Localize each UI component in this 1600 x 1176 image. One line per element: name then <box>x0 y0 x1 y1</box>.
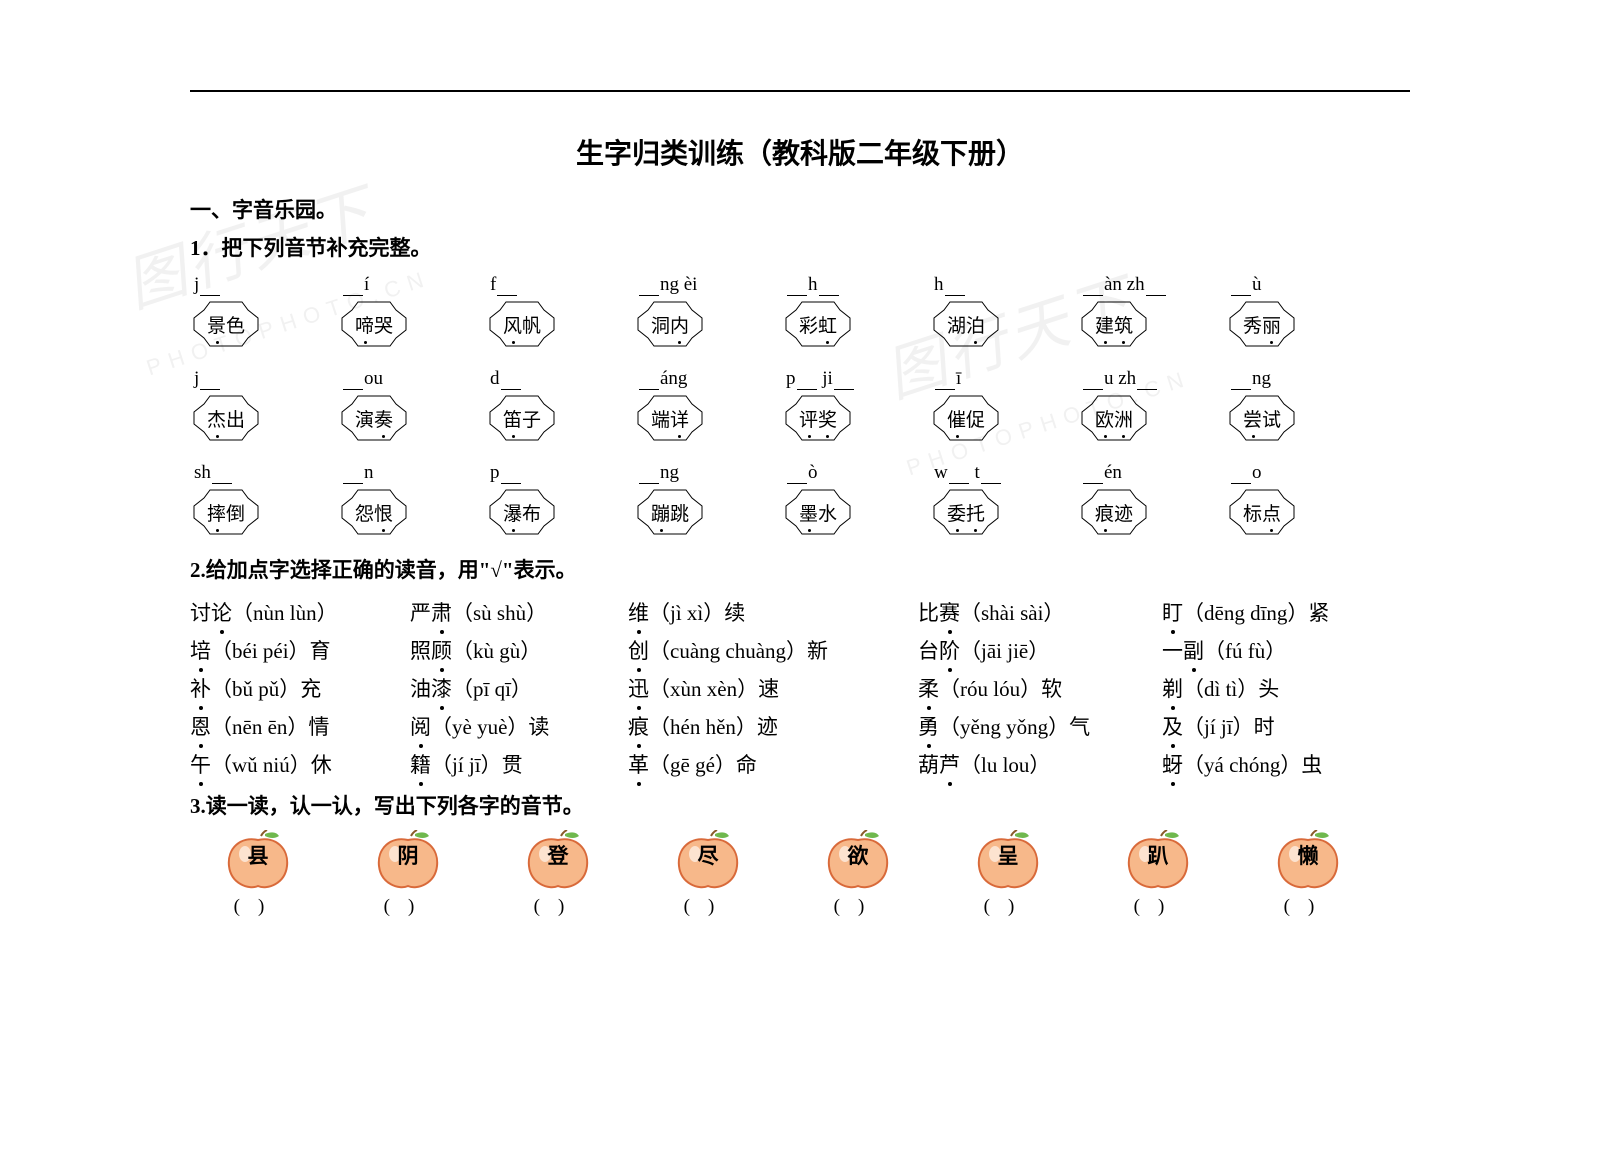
pinyin-choice-item: 培（béi péi）育 <box>190 632 410 670</box>
pinyin-choice-item: 蚜（yá chóng）虫 <box>1162 746 1406 784</box>
answer-blank: () <box>368 896 448 918</box>
apple-character: 尽() <box>668 830 748 918</box>
star-word: 风帆 <box>486 296 634 354</box>
pinyin-hint: sh <box>194 462 342 484</box>
pinyin-choice-item: 勇（yěng yǒng）气 <box>918 708 1162 746</box>
apple-character: 登() <box>518 830 598 918</box>
pinyin-choice-item: 创（cuàng chuàng）新 <box>628 632 918 670</box>
star-word: 杰出 <box>190 390 338 448</box>
pinyin-hint: ng <box>638 462 786 484</box>
page-title: 生字归类训练（教科版二年级下册） <box>190 132 1410 172</box>
star-word: 瀑布 <box>486 484 634 542</box>
pinyin-choice-item: 严肃（sù shù） <box>410 594 628 632</box>
star-word: 景色 <box>190 296 338 354</box>
pinyin-hint: ù <box>1230 274 1378 296</box>
pinyin-choice-item: 讨论（nùn lùn） <box>190 594 410 632</box>
pinyin-choice-item: 台阶（jāi jiē） <box>918 632 1162 670</box>
apple-character: 县() <box>218 830 298 918</box>
pinyin-choice-item: 一副（fú fù） <box>1162 632 1406 670</box>
apple-character: 欲() <box>818 830 898 918</box>
pinyin-choice-item: 比赛（shài sài） <box>918 594 1162 632</box>
answer-blank: () <box>668 896 748 918</box>
question-2-heading: 2.给加点字选择正确的读音，用"√"表示。 <box>190 554 1410 584</box>
star-word: 彩虹 <box>782 296 930 354</box>
pinyin-hint: f <box>490 274 638 296</box>
pinyin-choice-item: 维（jì xì）续 <box>628 594 918 632</box>
pinyin-choice-item: 剃（dì tì）头 <box>1162 670 1406 708</box>
pinyin-hint: n <box>342 462 490 484</box>
pinyin-hint: o <box>1230 462 1378 484</box>
star-word: 端详 <box>634 390 782 448</box>
star-word: 湖泊 <box>930 296 1078 354</box>
pinyin-choice-item: 葫芦（lu lou） <box>918 746 1162 784</box>
pinyin-hint: ī <box>934 368 1082 390</box>
star-word: 秀丽 <box>1226 296 1374 354</box>
pinyin-hint: w t <box>934 462 1082 484</box>
apple-row: 县() 阴() 登() 尽() 欲() 呈() 趴() 懒() <box>218 830 1410 918</box>
star-word: 委托 <box>930 484 1078 542</box>
star-word: 演奏 <box>338 390 486 448</box>
answer-blank: () <box>218 896 298 918</box>
star-word: 啼哭 <box>338 296 486 354</box>
pinyin-hint: p <box>490 462 638 484</box>
question-3-heading: 3.读一读，认一认，写出下列各字的音节。 <box>190 790 1410 820</box>
pinyin-hint: p ji <box>786 368 934 390</box>
pinyin-choice-item: 补（bǔ pǔ）充 <box>190 670 410 708</box>
star-words-block: jífng èihhàn zhù 景色 啼哭 风帆 洞内 彩虹 湖泊 建筑 秀丽… <box>190 272 1410 542</box>
answer-blank: () <box>818 896 898 918</box>
pinyin-hint: áng <box>638 368 786 390</box>
pinyin-choice-item: 照顾（kù gù） <box>410 632 628 670</box>
star-word: 摔倒 <box>190 484 338 542</box>
pinyin-hint: àn zh <box>1082 274 1230 296</box>
pinyin-hint: ng <box>1230 368 1378 390</box>
pinyin-hint: én <box>1082 462 1230 484</box>
star-word: 蹦跳 <box>634 484 782 542</box>
star-word: 洞内 <box>634 296 782 354</box>
star-word: 建筑 <box>1078 296 1226 354</box>
pinyin-choice-item: 恩（nēn ēn）情 <box>190 708 410 746</box>
answer-blank: () <box>968 896 1048 918</box>
worksheet-page: 生字归类训练（教科版二年级下册） 一、字音乐园。 1．把下列音节补充完整。 jí… <box>190 90 1410 918</box>
pinyin-hint: h <box>786 274 934 296</box>
pinyin-hint: j <box>194 368 342 390</box>
star-word: 笛子 <box>486 390 634 448</box>
apple-character: 呈() <box>968 830 1048 918</box>
answer-blank: () <box>1268 896 1348 918</box>
pinyin-choice-item: 盯（dēng dīng）紧 <box>1162 594 1406 632</box>
star-word: 欧洲 <box>1078 390 1226 448</box>
star-word: 痕迹 <box>1078 484 1226 542</box>
pinyin-choice-item: 柔（róu lóu）软 <box>918 670 1162 708</box>
pinyin-choice-block: 讨论（nùn lùn）严肃（sù shù）维（jì xì）续比赛（shài sà… <box>190 594 1410 784</box>
pinyin-hint: h <box>934 274 1082 296</box>
star-word: 怨恨 <box>338 484 486 542</box>
apple-character: 懒() <box>1268 830 1348 918</box>
pinyin-hint: ò <box>786 462 934 484</box>
pinyin-hint: d <box>490 368 638 390</box>
question-1-heading: 1．把下列音节补充完整。 <box>190 232 1410 262</box>
pinyin-hint: í <box>342 274 490 296</box>
apple-character: 阴() <box>368 830 448 918</box>
answer-blank: () <box>518 896 598 918</box>
pinyin-hint: ng èi <box>638 274 786 296</box>
apple-character: 趴() <box>1118 830 1198 918</box>
top-rule <box>190 90 1410 92</box>
star-word: 尝试 <box>1226 390 1374 448</box>
star-word: 评奖 <box>782 390 930 448</box>
pinyin-choice-item: 午（wǔ niú）休 <box>190 746 410 784</box>
section-1-heading: 一、字音乐园。 <box>190 194 1410 224</box>
star-word: 标点 <box>1226 484 1374 542</box>
pinyin-choice-item: 阅（yè yuè）读 <box>410 708 628 746</box>
pinyin-hint: ou <box>342 368 490 390</box>
answer-blank: () <box>1118 896 1198 918</box>
pinyin-choice-item: 油漆（pī qī） <box>410 670 628 708</box>
pinyin-hint: u zh <box>1082 368 1230 390</box>
pinyin-choice-item: 革（gē gé）命 <box>628 746 918 784</box>
pinyin-choice-item: 籍（jí jī）贯 <box>410 746 628 784</box>
star-word: 催促 <box>930 390 1078 448</box>
pinyin-choice-item: 及（jí jī）时 <box>1162 708 1406 746</box>
star-word: 墨水 <box>782 484 930 542</box>
pinyin-choice-item: 痕（hén hěn）迹 <box>628 708 918 746</box>
pinyin-choice-item: 迅（xùn xèn）速 <box>628 670 918 708</box>
pinyin-hint: j <box>194 274 342 296</box>
